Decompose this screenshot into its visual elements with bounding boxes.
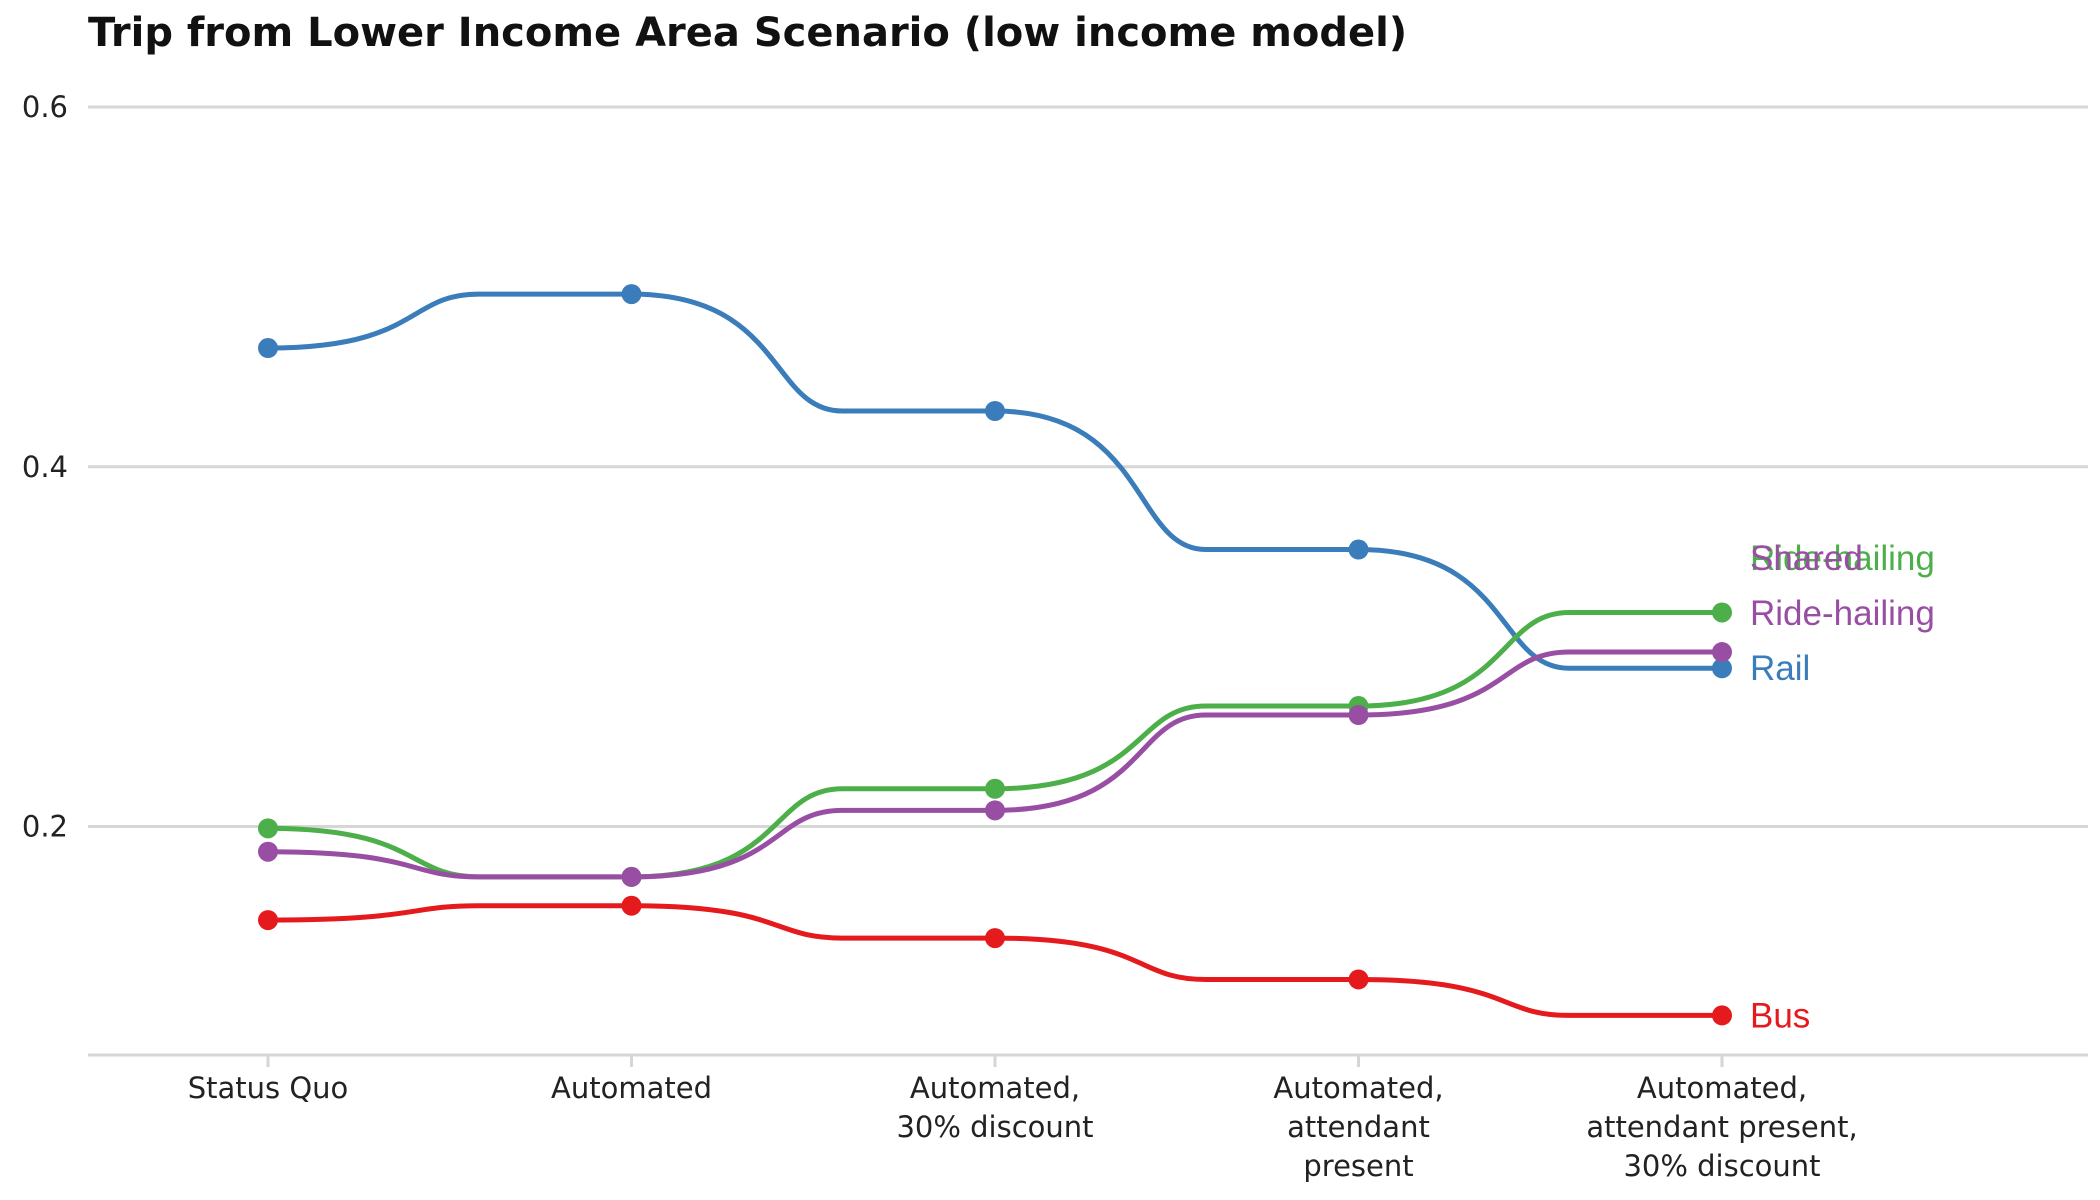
series-label: Shared Ride-hailing xyxy=(1750,539,1935,633)
series-label: Bus xyxy=(1750,996,1810,1035)
x-tick-label: Automated, 30% discount xyxy=(896,1071,1093,1144)
y-axis: 0.2 0.4 0.6 xyxy=(22,90,68,844)
data-point xyxy=(1348,705,1369,726)
series-label: Ride-hailing xyxy=(1750,539,1935,578)
series-line xyxy=(267,903,1722,1018)
x-axis: Status Quo Automated Automated, 30% discoun… xyxy=(88,1053,2088,1183)
data-point xyxy=(985,928,1005,949)
data-point xyxy=(258,841,278,862)
data-point xyxy=(1712,642,1732,663)
chart-title: Trip from Lower Income Area Scenario (lo… xyxy=(88,10,1408,56)
y-tick-label: 0.2 xyxy=(22,810,68,844)
data-point xyxy=(1348,969,1369,990)
data-point xyxy=(1712,1005,1732,1026)
data-point xyxy=(258,818,278,839)
y-tick-label: 0.4 xyxy=(22,450,68,484)
data-point xyxy=(985,800,1005,821)
x-tick-label: Automated, attendant present xyxy=(1273,1071,1443,1183)
data-point xyxy=(621,866,642,887)
series-line xyxy=(267,649,1722,880)
data-point xyxy=(985,401,1005,422)
data-point xyxy=(1712,602,1732,623)
data-point xyxy=(1712,658,1732,679)
data-point xyxy=(985,778,1005,799)
data-point xyxy=(1348,539,1369,560)
x-tick-label: Status Quo xyxy=(188,1071,349,1105)
data-point xyxy=(258,910,278,931)
data-point xyxy=(258,338,278,359)
x-tick-label: Automated, attendant present, 30% discount xyxy=(1586,1071,1857,1183)
y-tick-label: 0.6 xyxy=(22,90,68,124)
data-point xyxy=(621,895,642,916)
series-label: Rail xyxy=(1750,649,1810,688)
series-points xyxy=(258,284,1732,1026)
gridlines xyxy=(88,105,2088,829)
data-point xyxy=(621,284,642,305)
series-line xyxy=(267,609,1722,880)
x-tick-label: Automated xyxy=(551,1071,712,1105)
series-line xyxy=(267,291,1722,671)
